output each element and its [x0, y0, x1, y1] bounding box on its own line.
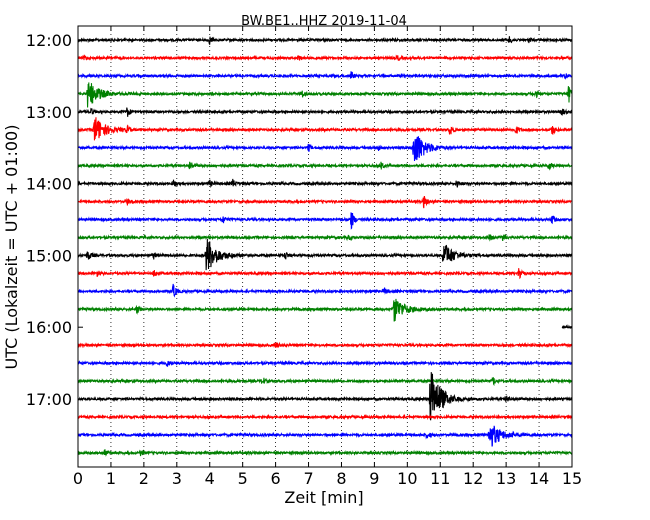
x-tick-label: 7 [303, 469, 313, 488]
x-tick-label: 9 [369, 469, 379, 488]
seismic-trace [77, 359, 573, 367]
seismic-trace [77, 238, 573, 271]
seismic-trace [77, 178, 573, 189]
y-tick-label: 15:00 [26, 246, 72, 265]
x-ticks: 0 1 2 3 4 5 6 7 8 9 10 11 12 13 14 15 [73, 26, 582, 488]
x-tick-label: 3 [172, 469, 182, 488]
x-tick-label: 15 [562, 469, 582, 488]
x-tick-label: 10 [397, 469, 417, 488]
seismic-trace [77, 413, 573, 421]
seismic-trace [77, 82, 573, 108]
x-tick-label: 11 [430, 469, 450, 488]
x-tick-label: 4 [205, 469, 215, 488]
traces [77, 36, 573, 457]
seismic-trace [77, 341, 573, 349]
seismic-trace [77, 36, 573, 45]
x-tick-label: 12 [463, 469, 483, 488]
plot-frame [77, 25, 573, 468]
seismic-trace [77, 372, 573, 421]
seismic-trace [77, 212, 573, 230]
y-tick-label: 16:00 [26, 318, 72, 337]
x-tick-label: 13 [496, 469, 516, 488]
seismic-trace [77, 136, 573, 162]
seismic-trace [77, 161, 573, 171]
y-tick-label: 17:00 [26, 390, 72, 409]
seismic-trace [77, 425, 573, 447]
x-tick-label: 2 [139, 469, 149, 488]
x-axis-label: Zeit [min] [284, 488, 363, 507]
y-tick-label: 12:00 [26, 31, 72, 50]
x-tick-label: 1 [106, 469, 116, 488]
y-ticks: 12:00 13:00 14:00 15:00 16:00 17:00 [26, 31, 572, 409]
x-tick-label: 8 [336, 469, 346, 488]
x-tick-label: 6 [271, 469, 281, 488]
x-tick-label: 0 [73, 469, 83, 488]
seismic-trace [77, 196, 573, 209]
x-tick-label: 5 [238, 469, 248, 488]
y-tick-label: 13:00 [26, 103, 72, 122]
x-tick-label: 14 [529, 469, 549, 488]
y-axis-label: UTC (Lokalzeit = UTC + 01:00) [2, 125, 21, 370]
seismic-trace [77, 449, 573, 457]
seismic-trace [77, 283, 573, 298]
seismic-trace [77, 268, 573, 280]
seismic-trace [77, 71, 573, 80]
seismic-trace [77, 107, 573, 117]
seismic-trace [77, 376, 573, 387]
seismic-trace [77, 234, 573, 242]
seismic-trace [77, 117, 573, 141]
seismic-trace [77, 298, 573, 322]
y-tick-label: 14:00 [26, 175, 72, 194]
chart-title: BW.BE1..HHZ 2019-11-04 [241, 14, 407, 29]
seismic-trace [77, 54, 573, 62]
